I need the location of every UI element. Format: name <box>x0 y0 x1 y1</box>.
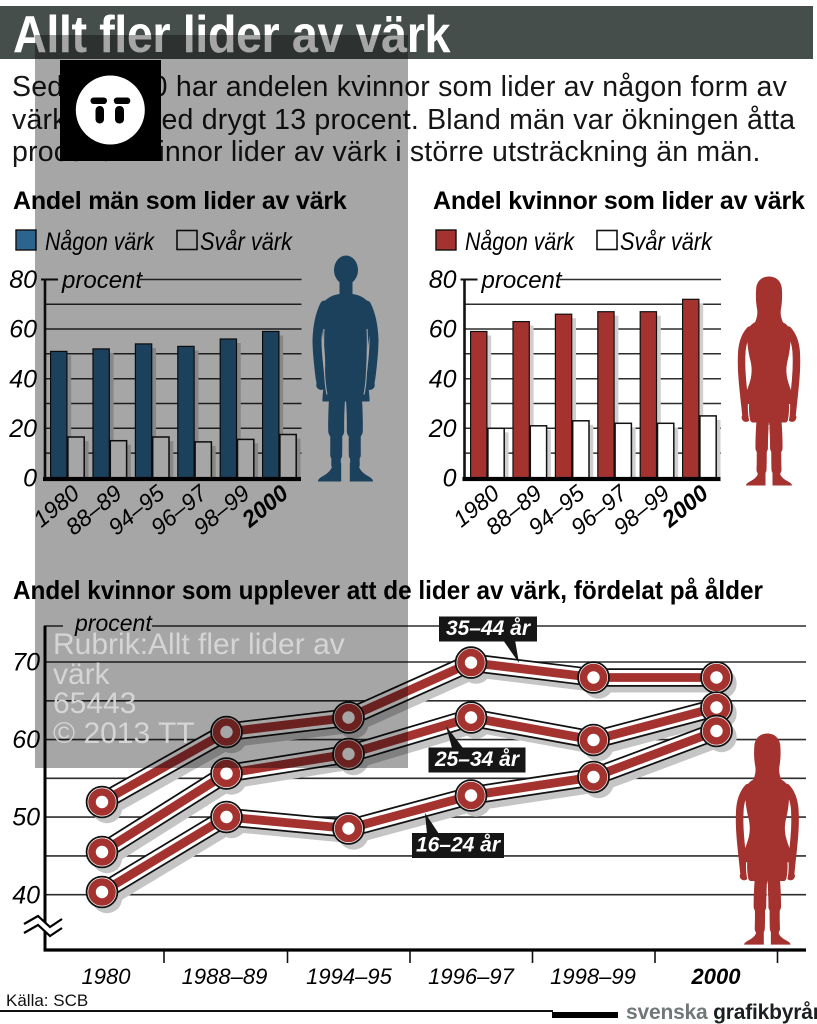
svg-text:Svår värk: Svår värk <box>200 228 293 256</box>
svg-text:25–34 år: 25–34 år <box>434 748 521 771</box>
svg-text:1996–97: 1996–97 <box>428 964 514 989</box>
svg-text:60: 60 <box>9 316 37 344</box>
svg-text:40: 40 <box>429 365 457 393</box>
svg-text:20: 20 <box>8 415 37 443</box>
svg-text:1980: 1980 <box>82 964 132 989</box>
svg-text:60: 60 <box>429 316 457 344</box>
svg-text:Andel män som lider av värk: Andel män som lider av värk <box>13 187 347 215</box>
svg-text:Andel kvinnor som lider av vär: Andel kvinnor som lider av värk <box>433 187 805 215</box>
svg-text:50: 50 <box>12 804 40 832</box>
svg-text:60: 60 <box>12 726 40 754</box>
svg-text:Svår värk: Svår värk <box>620 228 713 256</box>
svg-text:1994–95: 1994–95 <box>306 964 392 989</box>
svg-text:procent: procent <box>74 610 153 636</box>
svg-text:2000: 2000 <box>691 964 742 989</box>
svg-text:20: 20 <box>428 415 457 443</box>
svg-text:Andel kvinnor som upplever att: Andel kvinnor som upplever att de lider … <box>13 575 763 605</box>
svg-text:35–44 år: 35–44 år <box>446 617 532 640</box>
svg-text:0: 0 <box>23 465 37 493</box>
svg-text:40: 40 <box>9 365 37 393</box>
svg-text:1988–89: 1988–89 <box>182 964 268 989</box>
svg-text:Någon värk: Någon värk <box>465 228 575 256</box>
svg-text:Någon värk: Någon värk <box>45 228 155 256</box>
svg-text:procent: procent <box>481 267 563 294</box>
svg-text:0: 0 <box>443 465 457 493</box>
svg-text:80: 80 <box>429 266 457 294</box>
svg-text:70: 70 <box>12 649 40 677</box>
svg-text:80: 80 <box>9 266 37 294</box>
svg-text:40: 40 <box>12 881 40 909</box>
svg-text:1998–99: 1998–99 <box>550 964 636 989</box>
svg-text:procent: procent <box>61 267 143 294</box>
svg-text:2000: 2000 <box>656 480 713 533</box>
svg-text:16–24 år: 16–24 år <box>416 834 502 857</box>
